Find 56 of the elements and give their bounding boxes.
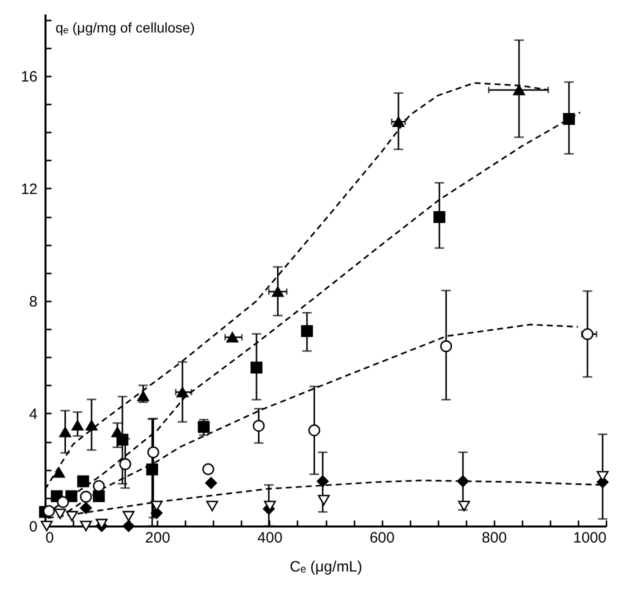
y-tick-label: 8: [29, 293, 38, 310]
point: [582, 328, 594, 340]
point: [176, 386, 188, 398]
point: [137, 390, 150, 402]
point: [250, 362, 262, 374]
point: [119, 458, 132, 470]
point: [513, 84, 525, 96]
x-tick-label: 600: [370, 530, 395, 546]
point: [122, 510, 135, 522]
point: [147, 446, 160, 458]
y-tick-label: 12: [20, 180, 38, 198]
point: [80, 490, 92, 503]
x-tick-label: 0: [46, 530, 54, 546]
x-tick-label: 1000: [573, 530, 606, 546]
point: [205, 477, 217, 489]
point: [316, 475, 329, 488]
y-axis-title: qₑ (μg/mg of cellulose): [56, 20, 195, 36]
point: [92, 490, 105, 502]
point: [198, 421, 210, 433]
point: [53, 467, 65, 478]
point: [65, 490, 78, 502]
point: [40, 520, 53, 532]
point: [206, 500, 218, 512]
y-tick-label: 4: [29, 406, 38, 423]
point: [146, 464, 158, 476]
point: [318, 494, 330, 506]
y-tick-label: 0: [29, 518, 38, 536]
x-tick-label: 800: [482, 530, 507, 546]
point: [57, 496, 69, 508]
point: [66, 510, 78, 522]
point: [80, 520, 92, 532]
point: [80, 502, 92, 514]
point: [433, 211, 446, 224]
point: [77, 475, 90, 488]
x-tick-label: 400: [257, 530, 282, 546]
x-tick-label: 200: [145, 530, 170, 546]
point: [59, 426, 72, 438]
point: [301, 325, 313, 337]
point: [72, 420, 84, 431]
y-tick-label: 16: [20, 68, 38, 86]
point: [308, 424, 320, 436]
point: [440, 340, 452, 352]
point: [252, 420, 265, 432]
point: [226, 332, 238, 342]
point: [457, 475, 469, 488]
point: [458, 500, 470, 512]
point: [92, 480, 105, 492]
point: [86, 420, 98, 431]
point: [42, 505, 55, 518]
point: [272, 286, 284, 297]
point: [122, 520, 135, 532]
point: [54, 508, 66, 520]
point: [202, 463, 214, 476]
point: [116, 434, 128, 446]
x-axis-title: Cₑ (μg/mL): [290, 558, 362, 576]
point: [563, 112, 575, 125]
